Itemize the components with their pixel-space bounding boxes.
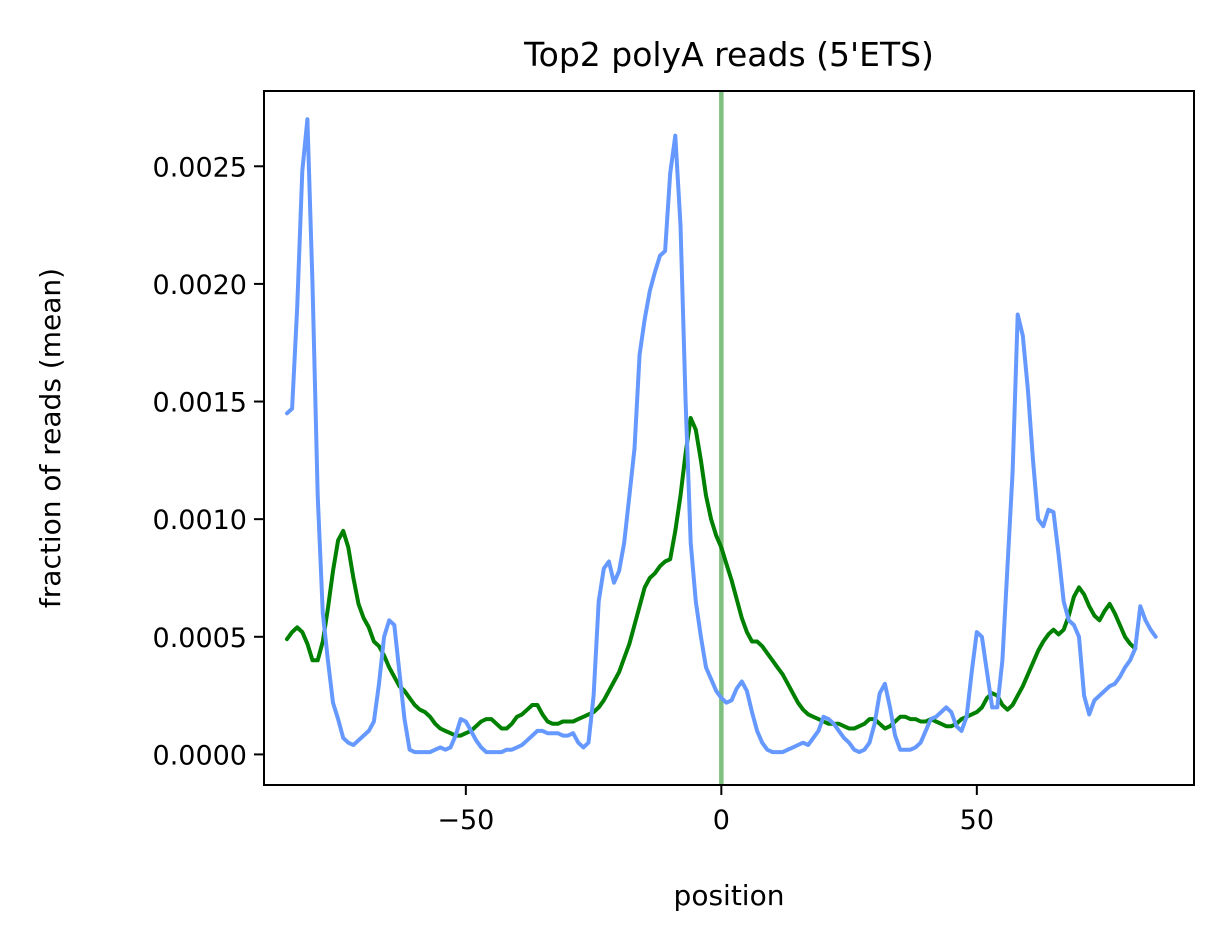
series-line-green [285, 416, 1138, 738]
x-tick-label: −50 [437, 805, 494, 836]
plot-frame [263, 90, 1195, 786]
y-axis: 0.0000 0.0005 0.0010 0.0015 0.0020 0.0025 [153, 152, 264, 771]
y-axis-label: fraction of reads (mean) [34, 268, 67, 608]
y-tick-label: 0.0010 [153, 505, 247, 536]
x-tick-label: 0 [713, 805, 730, 836]
y-tick-label: 0.0000 [153, 740, 247, 771]
y-tick-label: 0.0025 [153, 152, 247, 183]
series-layer [285, 91, 1158, 785]
x-axis-label: position [674, 879, 785, 912]
y-tick-label: 0.0005 [153, 623, 247, 654]
series-line-blue [285, 117, 1158, 755]
chart-title: Top2 polyA reads (5'ETS) [523, 35, 934, 74]
y-tick-label: 0.0015 [153, 388, 247, 419]
y-tick-label: 0.0020 [153, 270, 247, 301]
x-tick-label: 50 [960, 805, 994, 836]
x-axis: −50 0 50 [437, 785, 994, 836]
